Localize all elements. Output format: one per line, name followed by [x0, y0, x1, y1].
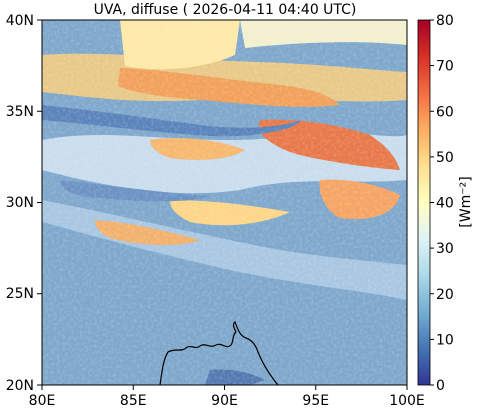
x-axis: 80E 85E 90E 95E 100E: [29, 385, 425, 409]
colorbar-tick-label: 60: [436, 104, 454, 120]
y-tick-label: 40N: [6, 13, 34, 29]
colorbar-tick-label: 70: [436, 59, 454, 75]
y-tick-label: 25N: [6, 286, 34, 302]
x-tick-label: 80E: [29, 393, 56, 409]
colorbar-tick-label: 80: [436, 13, 454, 29]
x-tick-label: 85E: [120, 393, 147, 409]
colorbar-gradient: [417, 19, 431, 386]
x-tick-label: 90E: [211, 393, 238, 409]
x-tick-label: 100E: [389, 393, 425, 409]
colorbar-tick-label: 10: [436, 332, 454, 348]
y-tick-label: 35N: [6, 104, 34, 120]
colorbar-label: [Wm⁻²]: [458, 176, 474, 227]
colorbar-tick-label: 30: [436, 241, 454, 257]
y-axis: 40N 35N 30N 25N 20N: [6, 13, 42, 394]
y-tick-label: 20N: [6, 378, 34, 394]
colorbar-tick-label: 50: [436, 150, 454, 166]
colorbar: 80 70 60 50 40 30 20 10 0 [Wm⁻²]: [417, 13, 474, 394]
colorbar-tick-label: 0: [436, 378, 445, 394]
colorbar-tick-label: 40: [436, 196, 454, 212]
y-tick-label: 30N: [6, 195, 34, 211]
x-tick-label: 95E: [302, 393, 329, 409]
map-title: UVA, diffuse ( 2026-04-11 04:40 UTC): [93, 2, 357, 18]
coastline: [159, 321, 279, 386]
map-field: [42, 20, 407, 385]
colorbar-tick-label: 20: [436, 287, 454, 303]
